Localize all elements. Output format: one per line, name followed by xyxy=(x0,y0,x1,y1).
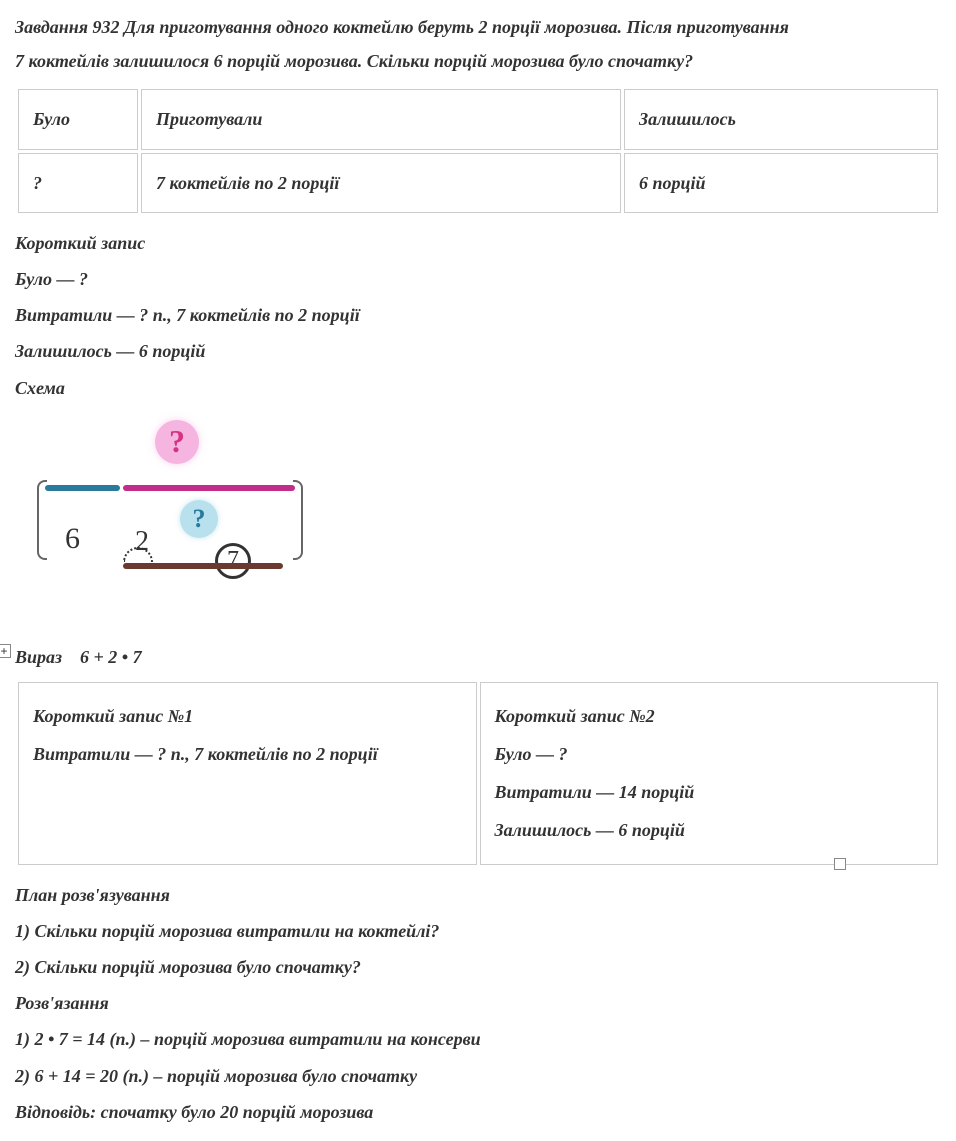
table-row: ? 7 коктейлів по 2 порції 6 порцій xyxy=(18,153,938,213)
solution-step: 2) 6 + 14 = 20 (п.) – порцій морозива бу… xyxy=(15,1059,941,1093)
data-table-1: Було Приготували Залишилось ? 7 коктейлі… xyxy=(15,86,941,215)
problem-line2: 7 коктейлів залишилося 6 порцій морозива… xyxy=(15,51,693,71)
expand-icon[interactable]: + xyxy=(0,644,11,658)
schema-bracket-right xyxy=(293,480,303,560)
schema-top-bar xyxy=(45,485,295,491)
table-row: Короткий запис №1 Витратили — ? п., 7 ко… xyxy=(18,682,938,865)
schema-bracket-left xyxy=(37,480,47,560)
schema-brown-segment xyxy=(123,563,283,569)
problem-statement: Завдання 932 Для приготування одного кок… xyxy=(15,10,941,78)
schema-diagram: ? 6 ? 2 7 xyxy=(25,415,305,625)
schema-title: Схема xyxy=(15,371,941,405)
data-table-2: Короткий запис №1 Витратили — ? п., 7 ко… xyxy=(15,679,941,868)
short-notes-col2: Короткий запис №2 Було — ? Витратили — 1… xyxy=(480,682,939,865)
cell-bylo: ? xyxy=(18,153,138,213)
cell-prygotuvaly: 7 коктейлів по 2 порції xyxy=(141,153,621,213)
resize-handle-icon xyxy=(834,858,846,870)
col2-line2: Витратили — 14 порцій xyxy=(495,775,924,809)
short-notes-col1: Короткий запис №1 Витратили — ? п., 7 ко… xyxy=(18,682,477,865)
col1-title: Короткий запис №1 xyxy=(33,699,462,733)
problem-line1: Завдання 932 Для приготування одного кок… xyxy=(15,17,789,37)
schema-label-7: 7 xyxy=(215,543,251,579)
solution-title: Розв'язання xyxy=(15,986,941,1020)
plan-title: План розв'язування xyxy=(15,878,941,912)
short-note-line: Витратили — ? п., 7 коктейлів по 2 порці… xyxy=(15,298,941,332)
header-prygotuvaly: Приготували xyxy=(141,89,621,149)
col2-title: Короткий запис №2 xyxy=(495,699,924,733)
schema-blue-segment xyxy=(45,485,120,491)
short-note-line: Залишилось — 6 порцій xyxy=(15,334,941,368)
schema-label-6: 6 xyxy=(65,510,80,567)
table-row: Було Приготували Залишилось xyxy=(18,89,938,149)
expression-label: Вираз xyxy=(15,647,62,667)
expression-formula: 6 + 2 • 7 xyxy=(80,647,142,667)
answer: Відповідь: спочатку було 20 порцій мороз… xyxy=(15,1095,941,1129)
short-notes-title: Короткий запис xyxy=(15,226,941,260)
solution-step: 1) 2 • 7 = 14 (п.) – порцій морозива вит… xyxy=(15,1022,941,1056)
schema-question-top: ? xyxy=(155,420,199,464)
plan-step: 2) Скільки порцій морозива було спочатку… xyxy=(15,950,941,984)
plan-step: 1) Скільки порцій морозива витратили на … xyxy=(15,914,941,948)
col1-line1: Витратили — ? п., 7 коктейлів по 2 порці… xyxy=(33,737,462,771)
expression-row: + Вираз 6 + 2 • 7 xyxy=(15,640,941,674)
cell-zalyshylos: 6 порцій xyxy=(624,153,938,213)
header-bylo: Було xyxy=(18,89,138,149)
short-note-line: Було — ? xyxy=(15,262,941,296)
header-zalyshylos: Залишилось xyxy=(624,89,938,149)
schema-question-mid: ? xyxy=(180,500,218,538)
schema-magenta-segment xyxy=(123,485,295,491)
col2-line3: Залишилось — 6 порцій xyxy=(495,813,924,847)
col2-line1: Було — ? xyxy=(495,737,924,771)
